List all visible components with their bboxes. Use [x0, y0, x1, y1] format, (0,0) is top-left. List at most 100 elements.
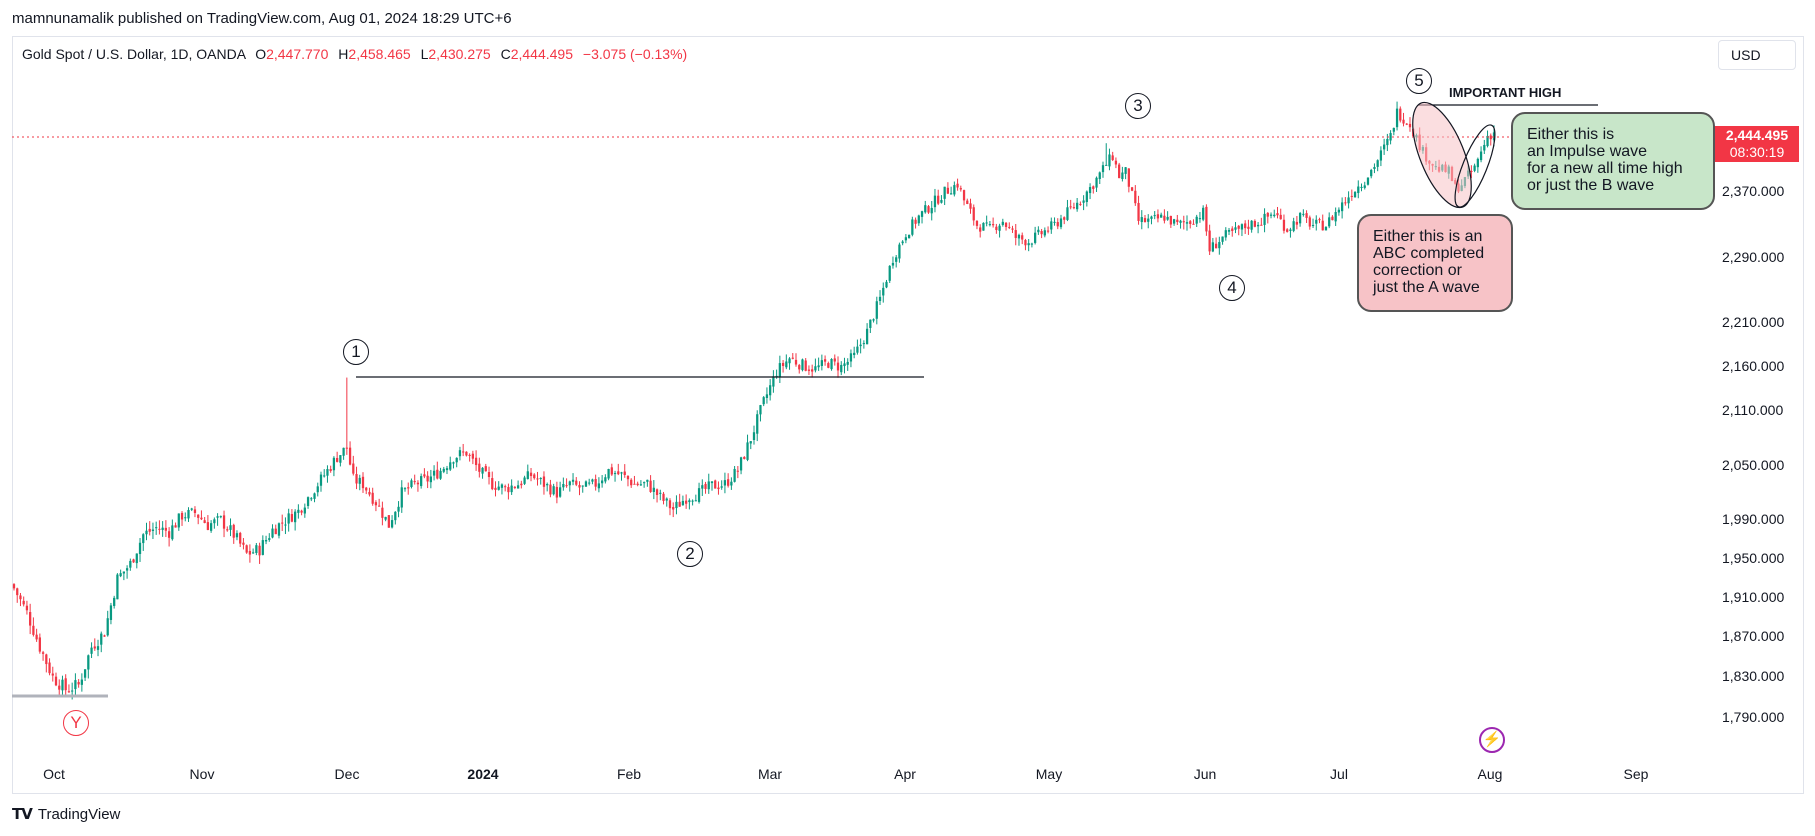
candle-body: [820, 360, 823, 366]
candle-body: [1492, 132, 1496, 141]
candle: [1399, 106, 1402, 123]
wave-3-label[interactable]: 3: [1125, 93, 1151, 119]
candle-body: [90, 647, 93, 654]
chart-frame[interactable]: [12, 36, 1804, 794]
candle: [465, 451, 468, 457]
candle-body: [1383, 144, 1386, 150]
price-tick-label: 2,110.000: [1722, 402, 1784, 418]
candle: [558, 481, 562, 498]
wave-2-label[interactable]: 2: [677, 541, 703, 567]
candle: [1408, 117, 1412, 132]
candle-body: [1021, 235, 1024, 240]
candle: [1134, 185, 1137, 206]
candle: [381, 501, 384, 526]
candle-body: [546, 484, 549, 486]
candle: [1108, 148, 1111, 171]
candle-body: [1092, 186, 1095, 189]
candle-body: [261, 540, 264, 555]
candle: [571, 473, 575, 486]
candle-body: [413, 481, 416, 483]
candle-body: [639, 484, 643, 486]
candle-body: [510, 485, 513, 493]
candle-body: [1250, 220, 1253, 230]
candle-body: [167, 531, 171, 538]
candle: [917, 214, 920, 226]
candle-body: [1379, 150, 1383, 161]
candle-body: [329, 469, 332, 471]
candle: [646, 479, 649, 487]
candle-body: [164, 527, 168, 531]
candle: [1331, 215, 1334, 221]
candle: [959, 185, 962, 192]
tradingview-logo[interactable]: 𝗧𝗩 TradingView: [12, 805, 120, 824]
candle: [1027, 239, 1030, 252]
candle-body: [416, 482, 420, 485]
candle: [148, 521, 151, 536]
candle: [200, 510, 203, 521]
candle-body: [339, 455, 342, 463]
note-line: Either this is an: [1373, 228, 1483, 245]
candle: [584, 480, 588, 487]
candle: [109, 602, 113, 625]
candle: [1386, 133, 1389, 152]
candle-body: [420, 476, 423, 487]
candle-body: [1143, 218, 1147, 223]
candle-body: [1004, 222, 1008, 227]
candle-body: [704, 483, 707, 489]
open-value: 2,447.770: [266, 46, 329, 62]
correction-note[interactable]: Either this is an ABC completed correcti…: [1357, 214, 1513, 312]
candle: [484, 463, 487, 472]
candle-body: [956, 183, 959, 188]
candle: [995, 223, 998, 234]
candle-body: [61, 679, 64, 691]
wave-1-label[interactable]: 1: [343, 339, 369, 365]
wave-5-label[interactable]: 5: [1406, 68, 1432, 94]
wave-4-label[interactable]: 4: [1219, 275, 1245, 301]
currency-button[interactable]: USD: [1718, 40, 1796, 70]
candle: [675, 495, 678, 515]
impulse-wave-note[interactable]: Either this is an Impulse wave for a new…: [1511, 112, 1715, 210]
candle: [190, 507, 193, 512]
candle: [1286, 228, 1289, 233]
candle-body: [109, 605, 113, 620]
candle: [432, 465, 436, 481]
candle-body: [985, 222, 988, 224]
candle-body: [1088, 187, 1092, 194]
lightning-replay-icon[interactable]: ⚡: [1479, 727, 1505, 753]
candle-body: [1069, 206, 1072, 208]
candle: [1360, 183, 1363, 192]
wave-y-label[interactable]: Y: [63, 710, 89, 736]
candle: [213, 517, 216, 529]
candle: [167, 527, 171, 547]
candle-body: [494, 487, 497, 490]
candle-body: [22, 600, 25, 605]
candle-body: [882, 287, 885, 296]
candle-body: [145, 530, 148, 535]
candle-body: [148, 528, 151, 532]
candle: [1237, 224, 1240, 236]
important-high-label[interactable]: IMPORTANT HIGH: [1449, 85, 1562, 100]
candle-body: [1056, 222, 1059, 227]
candle-body: [1050, 221, 1053, 230]
candle-body: [507, 487, 510, 493]
candle: [914, 217, 917, 229]
candle-body: [723, 480, 727, 486]
candle: [904, 234, 908, 244]
candle: [355, 466, 358, 490]
candle: [1172, 218, 1176, 226]
candle-body: [491, 478, 494, 490]
candle-body: [35, 634, 38, 640]
candle: [985, 215, 988, 227]
candle-body: [1182, 221, 1185, 223]
candle: [442, 466, 445, 474]
candle-body: [1486, 135, 1489, 147]
candle-body: [1076, 202, 1079, 210]
candle: [539, 477, 542, 485]
candle: [300, 509, 303, 516]
candle-body: [765, 394, 769, 398]
candle: [649, 475, 652, 493]
candle-body: [865, 328, 869, 345]
candle-body: [562, 484, 565, 488]
candle: [174, 522, 177, 528]
